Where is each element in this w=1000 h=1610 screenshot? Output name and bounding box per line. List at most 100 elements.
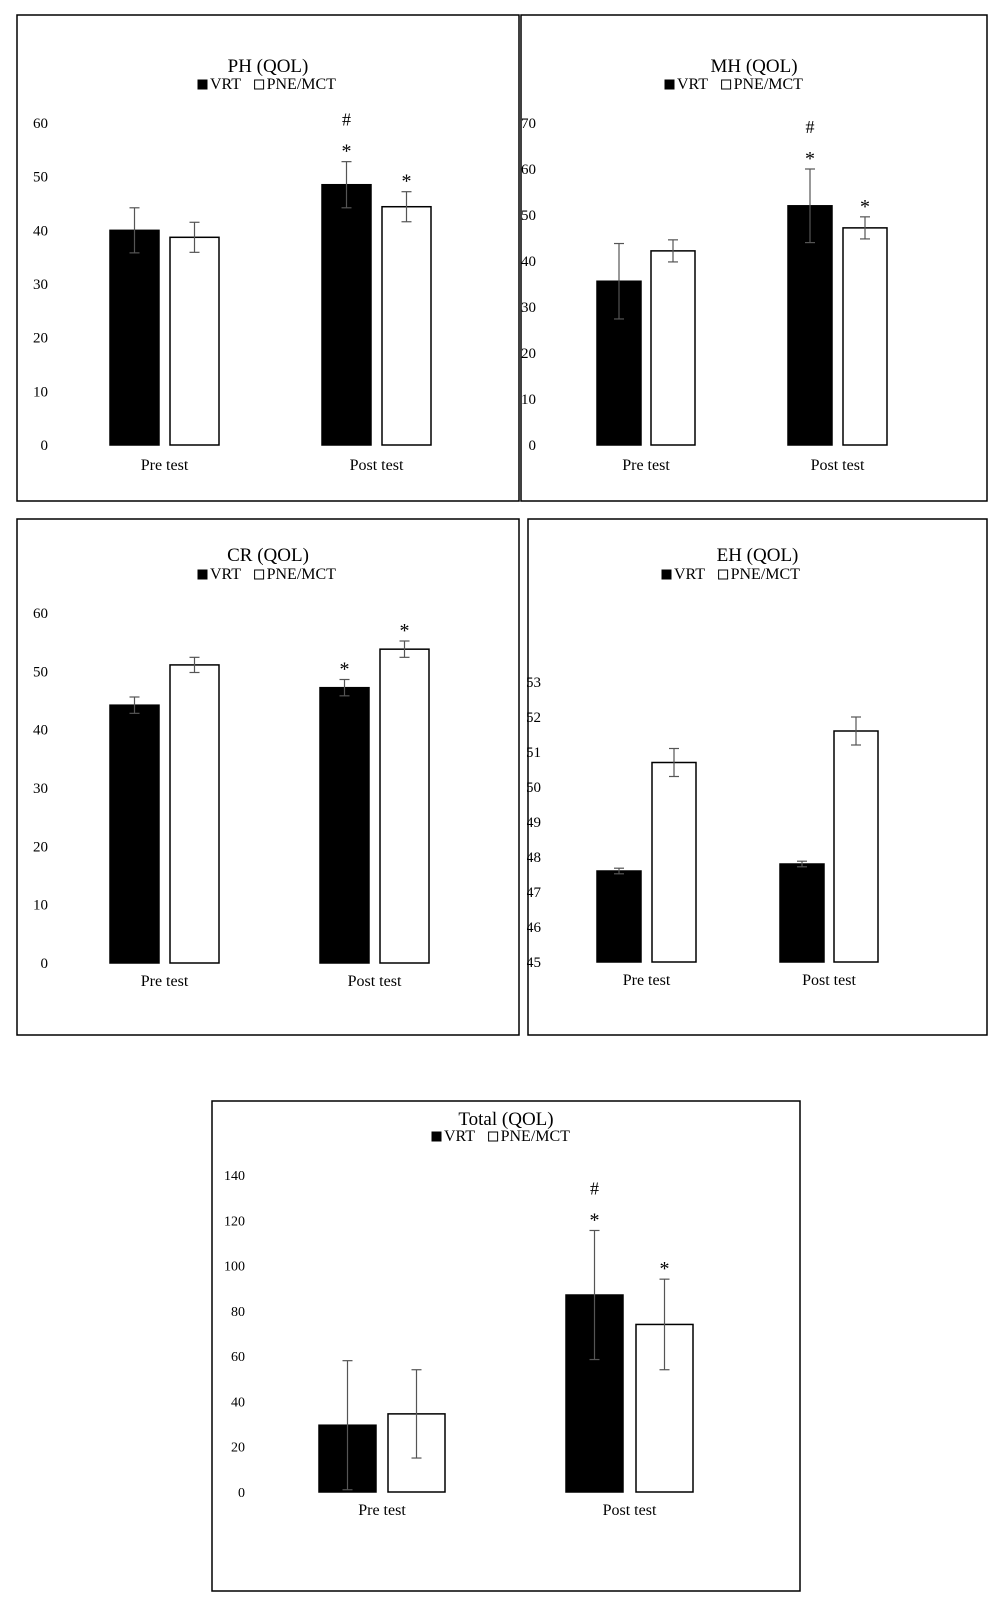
category-label: Post test: [350, 457, 404, 474]
y-tick-label: 20: [33, 331, 48, 347]
bar-pne-mct: [833, 730, 879, 963]
bar-vrt: [565, 1294, 624, 1493]
bar-vrt: [321, 183, 372, 446]
y-tick-label: 60: [33, 116, 48, 132]
y-tick-label: 48: [527, 850, 541, 866]
y-tick-label: 51: [527, 745, 541, 761]
legend-swatch-vrt: [197, 79, 208, 90]
y-tick-label: 0: [529, 438, 537, 454]
chart-frame: [16, 14, 520, 502]
significance-hash: #: [342, 110, 351, 130]
significance-hash: #: [806, 117, 815, 137]
bar-vrt: [787, 205, 833, 446]
bar-vrt: [109, 704, 160, 964]
bar-pne-mct: [651, 761, 697, 963]
y-tick-label: 60: [231, 1350, 245, 1365]
category-label: Pre test: [358, 1502, 406, 1519]
y-tick-label: 50: [521, 208, 536, 224]
chart-title: PH (QOL): [228, 56, 309, 77]
mh-chart-panel: MH (QOL) VRT PNE/MCT 0 10 20 30 40 50 60 70 Pre tes…: [520, 14, 988, 502]
significance-asterisk: *: [342, 141, 352, 163]
y-tick-label: 60: [33, 606, 48, 622]
y-tick-label: 50: [33, 170, 48, 186]
legend-swatch-vrt: [197, 569, 208, 580]
total-chart-panel: Total (QOL) VRT PNE/MCT 0 20 40 60 80 100 120 140 P…: [211, 1100, 801, 1592]
legend-swatch-pne-mct: [254, 79, 265, 90]
chart-title: EH (QOL): [717, 545, 799, 566]
y-tick-label: 10: [33, 384, 48, 400]
y-tick-label: 30: [33, 277, 48, 293]
bar-vrt: [596, 870, 642, 963]
y-tick-label: 10: [521, 392, 536, 408]
significance-asterisk: *: [400, 620, 410, 642]
chart-frame: [211, 1100, 801, 1592]
y-tick-label: 50: [33, 664, 48, 680]
category-label: Pre test: [622, 457, 670, 474]
chart-title: MH (QOL): [710, 56, 797, 77]
legend-label-pne-mct: PNE/MCT: [734, 76, 804, 93]
y-tick-label: 0: [238, 1486, 245, 1501]
bar-pne-mct: [381, 205, 432, 446]
bar-pne-mct: [842, 227, 888, 446]
y-tick-label: 100: [224, 1260, 245, 1275]
chart-title: CR (QOL): [227, 545, 309, 566]
bar-pne-mct: [379, 648, 430, 964]
category-label: Pre test: [623, 972, 671, 989]
eh-chart-panel: EH (QOL) VRT PNE/MCT 45 46 47 48 49 50 51 52 53 Pre …: [527, 518, 988, 1036]
bar-vrt: [779, 863, 825, 963]
legend-swatch-vrt: [431, 1131, 442, 1142]
category-label: Post test: [603, 1502, 657, 1519]
y-tick-label: 10: [33, 898, 48, 914]
y-tick-label: 45: [527, 955, 541, 971]
total-chart: Total (QOL)VRT PNE/MCT 0 20 40 60 80 100 120 140 P…: [211, 1100, 801, 1592]
y-tick-label: 0: [41, 956, 49, 972]
y-tick-label: 40: [521, 254, 536, 270]
legend-swatch-vrt: [664, 79, 675, 90]
y-tick-label: 52: [527, 710, 541, 726]
legend-swatch-pne-mct: [254, 569, 265, 580]
ph-chart-panel: PH (QOL) VRT PNE/MCT 0 10 20 30 40 50 60 Pre test *…: [16, 14, 520, 502]
y-tick-label: 120: [224, 1214, 245, 1229]
y-tick-label: 30: [521, 300, 536, 316]
ph-chart: PH (QOL)VRT PNE/MCT 0 10 20 30 40 50 60 Pre test *…: [16, 14, 520, 502]
y-tick-label: 80: [231, 1305, 245, 1320]
legend-swatch-vrt: [661, 569, 672, 580]
significance-asterisk: *: [805, 148, 815, 170]
bar-vrt: [109, 229, 160, 446]
legend-swatch-pne-mct: [721, 79, 732, 90]
legend-label-vrt: VRT: [210, 566, 241, 583]
y-tick-label: 46: [527, 920, 542, 936]
legend-swatch-pne-mct: [488, 1131, 499, 1142]
legend-label-pne-mct: PNE/MCT: [501, 1128, 571, 1145]
y-tick-label: 20: [231, 1441, 245, 1456]
significance-asterisk: *: [660, 1258, 670, 1280]
bar-pne-mct: [169, 236, 220, 446]
significance-asterisk: *: [340, 659, 350, 681]
y-tick-label: 20: [521, 346, 536, 362]
y-tick-label: 70: [521, 116, 536, 132]
y-tick-label: 53: [527, 675, 541, 691]
legend-label-vrt: VRT: [444, 1128, 475, 1145]
y-tick-label: 30: [33, 781, 48, 797]
bar-pne-mct: [650, 250, 696, 446]
eh-chart: EH (QOL) VRT PNE/MCT 45 46 47 48 49 50 51 52 53 Pre …: [527, 518, 988, 1036]
significance-asterisk: *: [402, 171, 412, 193]
chart-frame: [16, 518, 520, 1036]
y-tick-label: 40: [33, 223, 48, 239]
significance-asterisk: *: [860, 196, 870, 218]
legend-label-pne-mct: PNE/MCT: [731, 566, 801, 583]
y-tick-label: 50: [527, 780, 541, 796]
y-tick-label: 49: [527, 815, 541, 831]
y-tick-label: 140: [224, 1169, 245, 1184]
significance-hash: #: [590, 1178, 599, 1198]
legend-label-pne-mct: PNE/MCT: [267, 566, 337, 583]
category-label: Pre test: [141, 973, 189, 990]
bar-vrt: [319, 686, 370, 964]
category-label: Post test: [811, 457, 865, 474]
legend-label-vrt: VRT: [677, 76, 708, 93]
y-tick-label: 40: [33, 723, 48, 739]
legend-swatch-pne-mct: [718, 569, 729, 580]
y-tick-label: 40: [231, 1395, 245, 1410]
cr-chart: CR (QOL)VRT PNE/MCT 0 10 20 30 40 50 60 Pre test *…: [16, 518, 520, 1036]
legend-label-pne-mct: PNE/MCT: [267, 76, 337, 93]
